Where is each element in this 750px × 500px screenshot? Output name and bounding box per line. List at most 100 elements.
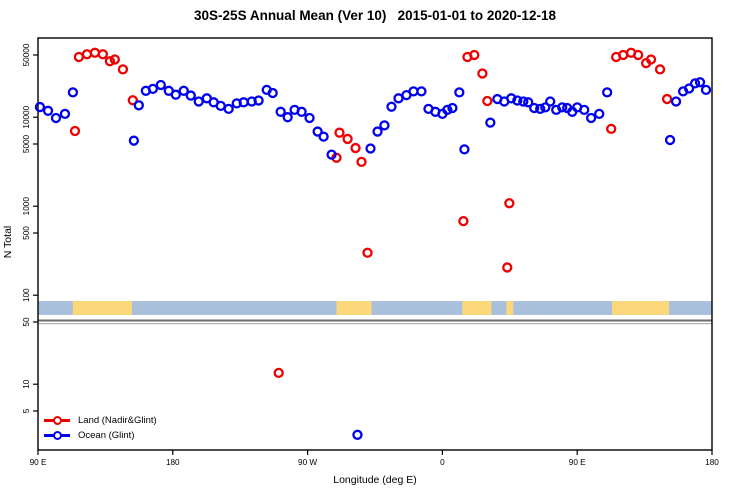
legend-label-land: Land (Nadir&Glint) — [78, 414, 157, 426]
ocean-point — [602, 87, 613, 98]
ocean-point — [155, 79, 166, 91]
land-band-segment — [72, 301, 132, 315]
land-point — [477, 68, 488, 79]
ocean-point — [540, 102, 551, 113]
land-point — [645, 54, 657, 65]
ocean-point — [557, 102, 568, 113]
land-point — [117, 64, 129, 75]
land-point — [350, 142, 361, 154]
legend-item-ocean: Ocean (Glint) — [44, 428, 157, 443]
ocean-point — [454, 87, 465, 98]
ocean-point — [193, 96, 204, 107]
x-axis-title: Longitude (deg E) — [333, 474, 417, 486]
x-tick-label: 90 W — [298, 458, 317, 467]
ocean-point — [185, 90, 196, 101]
land-point — [334, 127, 345, 138]
ocean-point — [318, 131, 329, 142]
land-point — [606, 123, 617, 134]
land-point — [104, 56, 116, 67]
legend: Land (Nadir&Glint) Ocean (Glint) — [44, 413, 157, 443]
land-point — [97, 49, 109, 60]
ocean-point — [34, 101, 46, 113]
land-point — [81, 49, 93, 60]
ocean-point — [326, 149, 337, 160]
land-band-segment — [506, 301, 514, 315]
y-tick-label: 1000 — [22, 197, 31, 216]
land-point — [69, 125, 81, 137]
land-point — [109, 54, 120, 65]
y-tick-label: 500 — [22, 226, 31, 240]
land-point — [127, 95, 138, 106]
ocean-point — [512, 95, 523, 106]
ocean-point — [683, 83, 695, 94]
ocean-point — [312, 126, 323, 137]
ocean-point — [296, 106, 307, 117]
ocean-point — [59, 108, 71, 120]
x-tick-label: 0 — [440, 458, 445, 467]
ocean-point — [267, 87, 278, 99]
ocean-point — [585, 112, 597, 124]
ocean-point — [67, 87, 79, 98]
ocean-point — [42, 105, 54, 116]
legend-label-ocean: Ocean (Glint) — [78, 429, 135, 441]
ocean-marker-icon — [44, 430, 70, 441]
ocean-point — [282, 112, 293, 123]
ocean-point — [379, 120, 390, 131]
plot-border — [37, 37, 713, 451]
ocean-point — [386, 101, 397, 112]
ocean-point — [579, 104, 590, 115]
y-tick-label: 50 — [22, 317, 31, 327]
land-point — [458, 215, 469, 227]
ocean-point — [442, 104, 453, 115]
land-band-segment — [462, 301, 492, 315]
ocean-point — [133, 100, 144, 111]
ocean-point — [689, 78, 701, 89]
ocean-point — [447, 102, 458, 114]
land-marker-icon — [44, 415, 70, 426]
ocean-point — [352, 429, 363, 440]
ocean-point — [529, 102, 540, 114]
land-point — [273, 367, 284, 379]
land-band-segment — [612, 301, 670, 315]
ocean-point — [253, 95, 264, 106]
ocean-point — [664, 134, 676, 146]
ocean-point — [128, 135, 140, 146]
land-point — [633, 49, 644, 61]
ocean-point — [304, 112, 315, 124]
x-tick-label: 180 — [166, 458, 180, 467]
ocean-point — [178, 85, 189, 96]
ocean-point — [545, 96, 556, 107]
ocean-point — [485, 117, 496, 128]
land-point — [482, 95, 493, 107]
ocean-point — [670, 96, 682, 107]
land-point — [342, 133, 353, 145]
x-tick-label: 90 E — [569, 458, 586, 467]
ocean-point — [594, 108, 605, 120]
chart-title: 30S-25S Annual Mean (Ver 10) 2015-01-01 … — [194, 8, 556, 23]
ocean-point — [506, 93, 517, 104]
x-tick-label: 180 — [705, 458, 719, 467]
ocean-point — [459, 144, 470, 155]
y-tick-label: 100 — [22, 288, 31, 302]
land-point — [661, 93, 673, 105]
land-point — [89, 47, 101, 58]
ocean-point — [170, 89, 181, 100]
ocean-point — [393, 93, 404, 104]
ocean-point — [535, 103, 546, 115]
y-tick-label: 10 — [22, 379, 31, 389]
y-tick-label: 10000 — [22, 105, 31, 128]
ocean-point — [50, 112, 62, 124]
ocean-point — [223, 103, 234, 115]
ocean-point — [372, 126, 383, 137]
ocean-point — [365, 143, 376, 154]
x-tick-label: 90 E — [30, 458, 47, 467]
ocean-band — [38, 301, 712, 315]
land-point — [469, 49, 480, 61]
ocean-point — [275, 106, 286, 117]
y-tick-label: 5 — [22, 408, 31, 413]
land-point — [504, 198, 515, 209]
land-point — [73, 51, 85, 63]
ocean-point — [416, 86, 427, 97]
